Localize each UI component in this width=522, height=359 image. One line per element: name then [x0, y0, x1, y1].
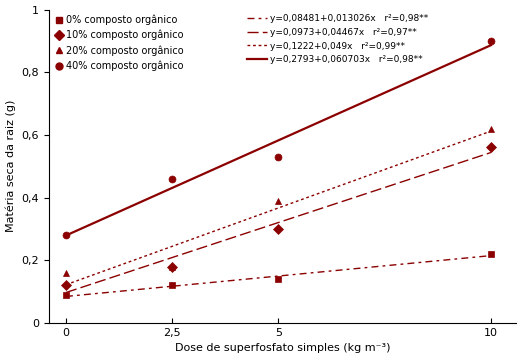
X-axis label: Dose de superfosfato simples (kg m⁻³): Dose de superfosfato simples (kg m⁻³) — [175, 344, 390, 354]
Y-axis label: Matéria seca da raiz (g): Matéria seca da raiz (g) — [6, 100, 16, 233]
Legend: y=0,08481+0,013026x   r²=0,98**, y=0,0973+0,04467x   r²=0,97**, y=0,1222+0,049x : y=0,08481+0,013026x r²=0,98**, y=0,0973+… — [246, 14, 429, 65]
